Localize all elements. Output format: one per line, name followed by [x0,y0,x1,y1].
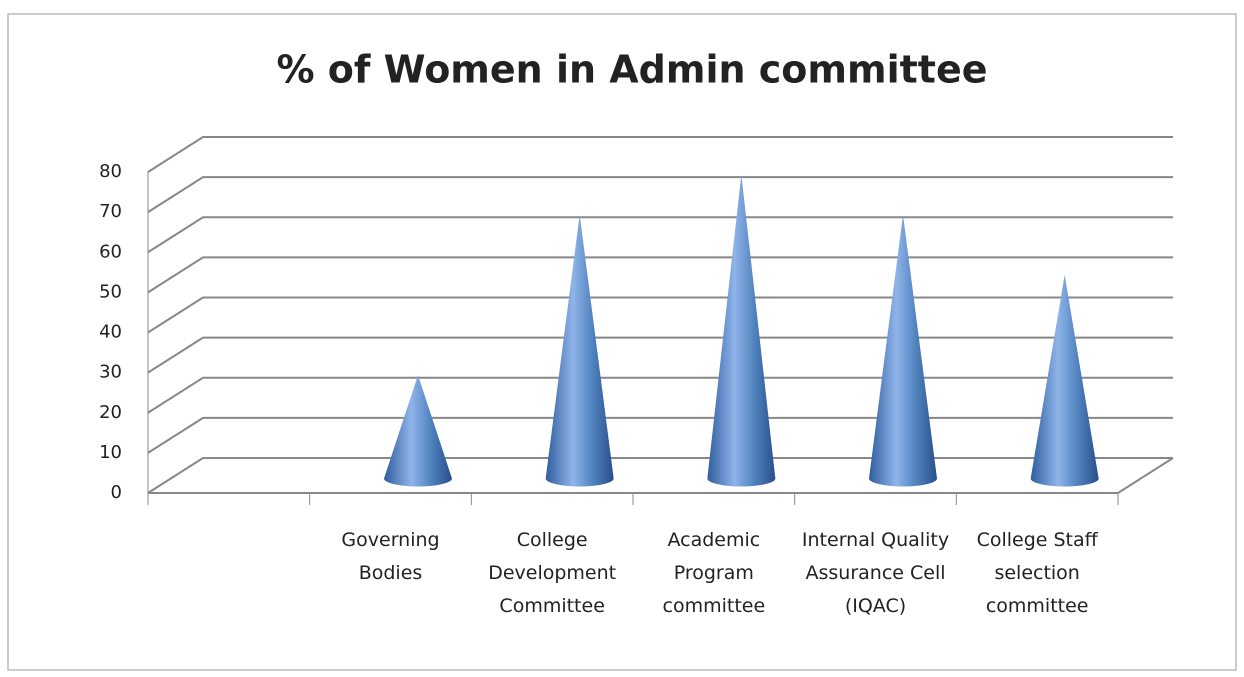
grid-line [147,136,1173,173]
x-tick-label: College Staff selection committee [976,529,1098,617]
y-tick-label: 70 [99,201,122,222]
grid-line [147,296,1173,334]
y-tick-label: 10 [99,442,122,463]
grid-line [147,457,1173,494]
x-tick-label: College Development Committee [488,529,617,617]
chart-title: % of Women in Admin committee [276,48,987,92]
y-tick-label: 30 [99,362,122,383]
y-tick-label: 60 [99,241,122,262]
grid-line [147,216,1173,254]
cone [869,214,937,487]
grid-line [147,376,1173,414]
y-tick-label: 0 [111,482,122,503]
grid-line [147,336,1173,374]
y-tick-label: 40 [99,322,122,343]
y-tick-label: 80 [99,161,122,182]
y-tick-label: 20 [99,402,122,423]
floor-edge [148,457,1174,494]
cone [707,174,776,487]
cone [545,214,614,487]
cone [1030,274,1099,487]
chart-border [7,13,1237,671]
x-tick-label: Academic Program committee [662,529,766,617]
grid-line [147,416,1173,454]
grid-line [147,256,1173,294]
x-tick-label: Governing Bodies [341,529,440,584]
x-tick-label: Internal Quality Assurance Cell (IQAC) [801,529,950,617]
y-tick-label: 50 [99,281,122,302]
grid-line [147,176,1173,213]
cone [384,375,452,487]
